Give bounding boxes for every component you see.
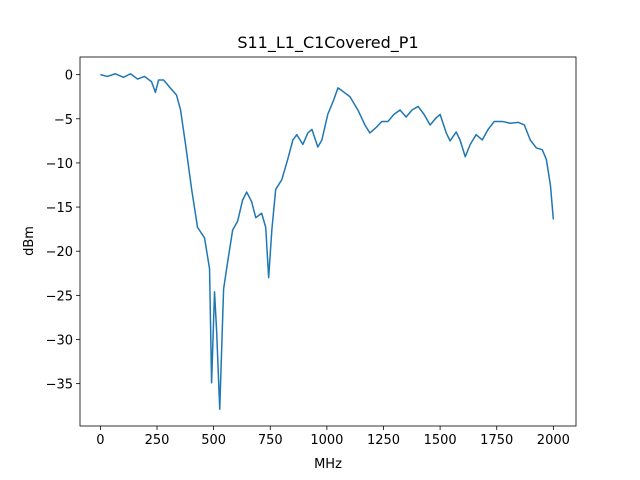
x-tick-label: 1500 [424, 433, 457, 448]
x-tick-label: 2000 [537, 433, 570, 448]
x-tick-label: 750 [258, 433, 283, 448]
y-tick-label: −10 [46, 157, 73, 172]
y-tick-label: −35 [46, 378, 73, 393]
y-tick-label: −15 [46, 201, 73, 216]
data-line [100, 73, 555, 410]
y-tick-label: −5 [54, 113, 73, 128]
y-tick-label: 0 [65, 69, 73, 84]
x-tick-label: 0 [96, 433, 104, 448]
x-tick-label: 1000 [310, 433, 343, 448]
y-tick-label: −30 [46, 333, 73, 348]
y-tick-label: −25 [46, 289, 73, 304]
x-axis-label: MHz [314, 457, 342, 472]
x-tick-label: 250 [145, 433, 170, 448]
y-axis-label: dBm [22, 226, 37, 256]
chart-title: S11_L1_C1Covered_P1 [237, 33, 418, 53]
x-tick-label: 1250 [367, 433, 400, 448]
plot-frame [79, 56, 577, 427]
y-tick-label: −20 [46, 245, 73, 260]
x-tick-label: 500 [201, 433, 226, 448]
x-tick-label: 1750 [480, 433, 513, 448]
